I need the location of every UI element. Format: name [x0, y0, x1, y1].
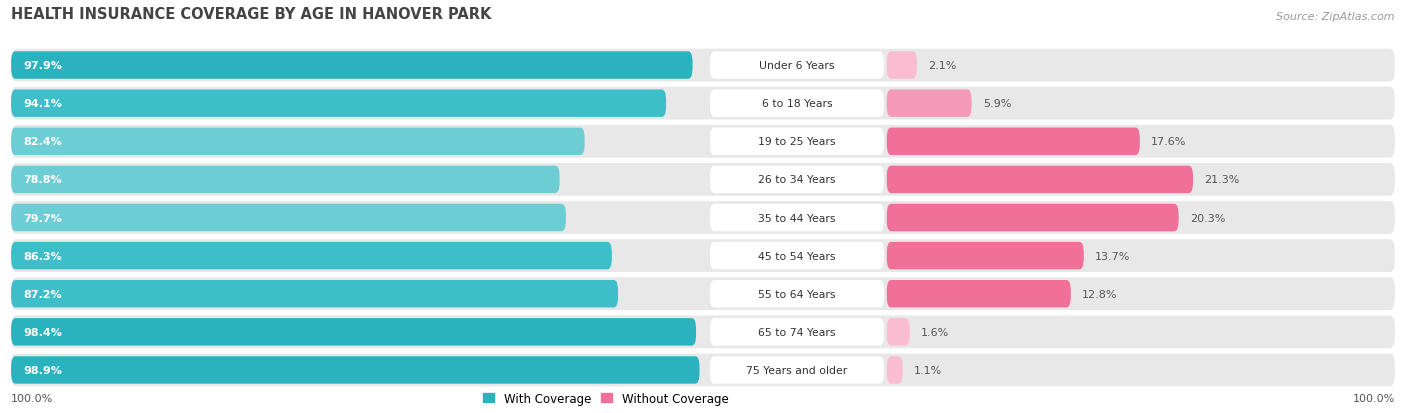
FancyBboxPatch shape: [710, 242, 884, 270]
Text: 19 to 25 Years: 19 to 25 Years: [758, 137, 835, 147]
FancyBboxPatch shape: [11, 318, 696, 346]
Text: 13.7%: 13.7%: [1095, 251, 1130, 261]
FancyBboxPatch shape: [11, 356, 700, 384]
FancyBboxPatch shape: [11, 202, 1395, 234]
FancyBboxPatch shape: [710, 280, 884, 308]
FancyBboxPatch shape: [11, 164, 1395, 196]
FancyBboxPatch shape: [11, 128, 585, 156]
Text: 97.9%: 97.9%: [24, 61, 62, 71]
Text: 94.1%: 94.1%: [24, 99, 62, 109]
FancyBboxPatch shape: [887, 356, 903, 384]
FancyBboxPatch shape: [11, 204, 565, 232]
FancyBboxPatch shape: [710, 128, 884, 156]
Text: 1.6%: 1.6%: [921, 327, 949, 337]
Text: 2.1%: 2.1%: [928, 61, 956, 71]
Text: 26 to 34 Years: 26 to 34 Years: [758, 175, 835, 185]
Text: 65 to 74 Years: 65 to 74 Years: [758, 327, 835, 337]
Text: 100.0%: 100.0%: [11, 393, 53, 403]
FancyBboxPatch shape: [887, 166, 1194, 194]
Legend: With Coverage, Without Coverage: With Coverage, Without Coverage: [478, 387, 734, 409]
FancyBboxPatch shape: [887, 280, 1071, 308]
Text: 98.4%: 98.4%: [24, 327, 62, 337]
Text: 6 to 18 Years: 6 to 18 Years: [762, 99, 832, 109]
Text: 45 to 54 Years: 45 to 54 Years: [758, 251, 835, 261]
FancyBboxPatch shape: [11, 50, 1395, 82]
Text: 55 to 64 Years: 55 to 64 Years: [758, 289, 835, 299]
FancyBboxPatch shape: [11, 316, 1395, 349]
Text: 75 Years and older: 75 Years and older: [747, 365, 848, 375]
FancyBboxPatch shape: [11, 90, 666, 118]
Text: 1.1%: 1.1%: [914, 365, 942, 375]
FancyBboxPatch shape: [710, 166, 884, 194]
Text: 5.9%: 5.9%: [983, 99, 1011, 109]
FancyBboxPatch shape: [11, 240, 1395, 272]
FancyBboxPatch shape: [11, 242, 612, 270]
Text: 20.3%: 20.3%: [1189, 213, 1225, 223]
FancyBboxPatch shape: [710, 318, 884, 346]
FancyBboxPatch shape: [11, 126, 1395, 158]
FancyBboxPatch shape: [11, 166, 560, 194]
Text: 78.8%: 78.8%: [24, 175, 62, 185]
FancyBboxPatch shape: [11, 52, 693, 80]
Text: 98.9%: 98.9%: [24, 365, 62, 375]
FancyBboxPatch shape: [887, 242, 1084, 270]
FancyBboxPatch shape: [887, 128, 1140, 156]
Text: Source: ZipAtlas.com: Source: ZipAtlas.com: [1277, 12, 1395, 22]
Text: 21.3%: 21.3%: [1204, 175, 1240, 185]
FancyBboxPatch shape: [887, 204, 1178, 232]
FancyBboxPatch shape: [710, 90, 884, 118]
FancyBboxPatch shape: [710, 356, 884, 384]
FancyBboxPatch shape: [710, 52, 884, 80]
FancyBboxPatch shape: [887, 318, 910, 346]
Text: 87.2%: 87.2%: [24, 289, 62, 299]
Text: HEALTH INSURANCE COVERAGE BY AGE IN HANOVER PARK: HEALTH INSURANCE COVERAGE BY AGE IN HANO…: [11, 7, 492, 22]
Text: 12.8%: 12.8%: [1083, 289, 1118, 299]
Text: 82.4%: 82.4%: [24, 137, 62, 147]
FancyBboxPatch shape: [11, 354, 1395, 387]
FancyBboxPatch shape: [11, 280, 619, 308]
FancyBboxPatch shape: [11, 278, 1395, 311]
FancyBboxPatch shape: [710, 204, 884, 232]
FancyBboxPatch shape: [11, 88, 1395, 120]
Text: Under 6 Years: Under 6 Years: [759, 61, 835, 71]
FancyBboxPatch shape: [887, 52, 917, 80]
FancyBboxPatch shape: [887, 90, 972, 118]
Text: 100.0%: 100.0%: [1353, 393, 1395, 403]
Text: 79.7%: 79.7%: [24, 213, 62, 223]
Text: 86.3%: 86.3%: [24, 251, 62, 261]
Text: 17.6%: 17.6%: [1152, 137, 1187, 147]
Text: 35 to 44 Years: 35 to 44 Years: [758, 213, 835, 223]
